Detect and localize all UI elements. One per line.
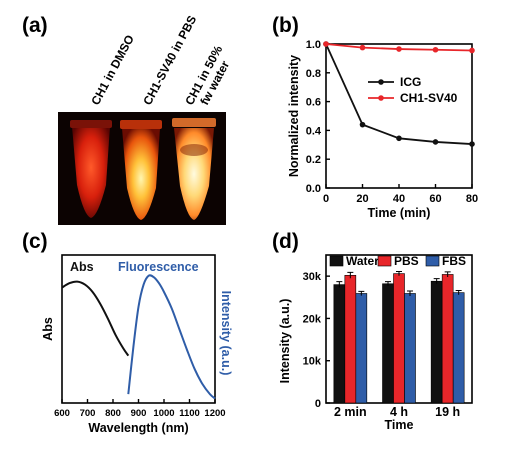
tube-label-1: CH1 in DMSO xyxy=(88,33,137,108)
legend-label-d-1: PBS xyxy=(394,254,419,268)
error-bar-d-0-1 xyxy=(385,281,391,286)
legend-marker-b-0 xyxy=(378,79,384,85)
panel-d-label: (d) xyxy=(272,230,299,253)
bar-d-1-0 xyxy=(344,274,357,404)
series-point-b-1-4 xyxy=(469,47,475,54)
y-tick-label-d-0: 0 xyxy=(315,398,321,410)
y-tick-label-b-3: 0.6 xyxy=(306,97,321,109)
y-axis-label-d: Intensity (a.u.) xyxy=(278,299,292,384)
legend-marker-b-1 xyxy=(378,95,384,101)
x-tick-label-c-1: 700 xyxy=(80,408,96,419)
series-point-b-0-3 xyxy=(432,139,439,145)
tube-2 xyxy=(120,120,162,220)
y-axis-label-right-c: Intensity (a.u.) xyxy=(219,291,233,376)
legend-label-d-2: FBS xyxy=(442,254,466,268)
x-tick-label-b-4: 80 xyxy=(466,193,478,205)
series-point-b-1-0 xyxy=(323,41,329,47)
y-tick-label-d-1: 10k xyxy=(303,356,322,368)
y-axis-label-b: Normalized intensity xyxy=(287,55,301,177)
series-point-b-1-1 xyxy=(359,44,366,51)
category-label-d-1: 4 h xyxy=(390,405,408,419)
x-axis-label-b: Time (min) xyxy=(368,206,431,220)
error-bar-d-2-0 xyxy=(358,290,365,296)
series-label-c-1: Fluorescence xyxy=(118,260,199,274)
x-tick-label-b-1: 20 xyxy=(356,193,368,205)
series-curve-c-0 xyxy=(61,280,130,357)
y-tick-label-b-5: 1.0 xyxy=(306,39,321,51)
bar-d-2-2 xyxy=(452,292,465,404)
x-tick-label-b-0: 0 xyxy=(323,193,329,205)
error-bar-d-1-1 xyxy=(396,270,402,276)
x-tick-label-b-2: 40 xyxy=(393,193,405,205)
x-axis-label-c: Wavelength (nm) xyxy=(88,421,188,435)
series-point-b-0-4 xyxy=(469,141,475,147)
legend-label-b-1: CH1-SV40 xyxy=(400,91,458,105)
category-label-d-2: 19 h xyxy=(435,405,460,419)
bar-d-1-1 xyxy=(393,273,405,404)
panel-a-label: (a) xyxy=(22,14,48,37)
legend-swatch-d-2 xyxy=(425,255,440,267)
legend-swatch-d-1 xyxy=(377,255,392,267)
y-tick-label-d-2: 20k xyxy=(303,313,322,325)
legend-label-d-0: Water xyxy=(346,254,379,268)
y-tick-label-b-1: 0.2 xyxy=(306,154,321,166)
y-tick-label-b-2: 0.4 xyxy=(306,125,322,137)
tube-1 xyxy=(70,120,112,218)
x-tick-label-c-3: 900 xyxy=(131,408,147,419)
bar-d-2-0 xyxy=(355,293,368,404)
tube-3 xyxy=(172,118,216,220)
error-bar-d-2-2 xyxy=(455,290,462,295)
series-label-c-0: Abs xyxy=(70,260,94,274)
series-curve-c-1 xyxy=(127,274,216,400)
legend-label-b-0: ICG xyxy=(400,75,421,89)
error-bar-d-0-2 xyxy=(433,278,440,284)
series-point-b-1-3 xyxy=(432,46,439,53)
x-tick-label-c-5: 1100 xyxy=(179,408,200,419)
bar-d-2-1 xyxy=(404,293,416,404)
x-tick-label-c-4: 1000 xyxy=(153,408,174,419)
x-tick-label-c-6: 1200 xyxy=(204,408,225,419)
bar-d-1-2 xyxy=(441,274,454,404)
legend-swatch-d-0 xyxy=(329,255,344,267)
category-label-d-0: 2 min xyxy=(334,405,367,419)
y-tick-label-d-3: 30k xyxy=(303,271,322,283)
y-tick-label-b-0: 0.0 xyxy=(306,183,321,195)
plot-frame-c xyxy=(61,254,216,404)
plot-frame-b xyxy=(325,43,473,189)
x-tick-label-c-0: 600 xyxy=(54,408,70,419)
error-bar-d-2-1 xyxy=(407,290,413,297)
x-tick-label-c-2: 800 xyxy=(105,408,121,419)
error-bar-d-0-0 xyxy=(336,281,343,288)
tube-photo xyxy=(58,112,226,225)
error-bar-d-1-0 xyxy=(347,271,354,279)
bar-d-0-1 xyxy=(382,283,394,404)
y-tick-label-b-4: 0.8 xyxy=(306,68,321,80)
chart-d: 0 10k 20k 30k Intensity (a.u.) Time 2 min 4 h 19… xyxy=(278,254,473,432)
bar-d-0-0 xyxy=(333,284,346,404)
panel-c-label: (c) xyxy=(22,230,48,253)
series-point-b-0-1 xyxy=(359,121,366,128)
bar-d-0-2 xyxy=(430,280,443,404)
x-tick-label-b-3: 60 xyxy=(429,193,441,205)
chart-c: 600 700 800 900 1000 1100 1200 Wavelength (nm) A… xyxy=(41,254,233,435)
chart-b: 0 20 40 60 80 0.0 0.2 0.4 0.6 0.8 1.0 Time (min) Nor… xyxy=(287,39,478,220)
error-bar-d-1-2 xyxy=(444,271,451,277)
y-axis-label-left-c: Abs xyxy=(41,317,55,341)
series-point-b-1-2 xyxy=(396,46,402,52)
panel-b-label: (b) xyxy=(272,14,299,37)
x-axis-label-d: Time xyxy=(385,418,414,432)
series-point-b-0-2 xyxy=(396,135,402,142)
